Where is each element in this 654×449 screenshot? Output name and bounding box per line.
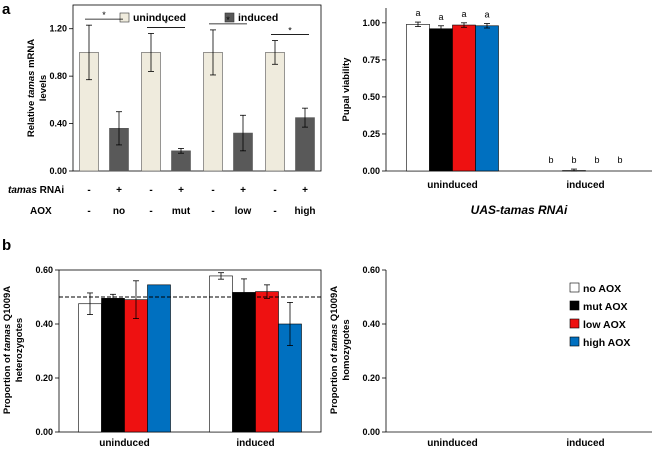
row-value: - [87, 185, 90, 196]
significance-letter: a [461, 9, 466, 19]
significance-star: * [288, 26, 292, 36]
significance-letter: b [617, 155, 622, 165]
legend-label: mut AOX [583, 301, 628, 313]
row-value: high [294, 206, 315, 217]
plot-frame [58, 269, 322, 433]
y-tick-label: 0.80 [49, 71, 67, 81]
legend-swatch [569, 318, 580, 329]
row-value: - [211, 206, 214, 217]
y-tick-label: 0.00 [362, 427, 380, 437]
y-tick-label: 0.20 [35, 373, 53, 383]
chart-b-right: 0.00 0.20 0.40 0.60 Proportion of tamas Q100… [329, 265, 652, 449]
y-tick-label: 1.00 [362, 18, 380, 28]
legend-label: high AOX [583, 337, 630, 349]
significance-star: * [226, 15, 230, 25]
bar-mut-aox [101, 298, 125, 433]
legend-label: no AOX [583, 283, 621, 295]
row-value: + [302, 185, 308, 196]
row-value: + [116, 185, 122, 196]
bar-mut-aox [429, 28, 453, 172]
bar-low-aox [255, 291, 279, 433]
y-tick-label: 0.60 [362, 265, 380, 275]
legend-swatch [569, 282, 580, 293]
significance-letter: b [571, 155, 576, 165]
x-category-label: induced [566, 180, 604, 191]
panel-label-a: a [2, 1, 11, 18]
legend-label: induced [238, 12, 278, 24]
bar-high-aox [475, 25, 499, 172]
significance-letter: a [484, 10, 489, 20]
bar-low-aox [124, 299, 148, 433]
y-tick-label: 0.00 [49, 166, 67, 176]
bar-low-aox [452, 24, 476, 172]
x-category-label: induced [566, 438, 604, 449]
y-tick-label: 0.00 [362, 166, 380, 176]
row-value: - [273, 185, 276, 196]
row-value: + [178, 185, 184, 196]
bar-induced [171, 150, 191, 172]
y-axis-label-line2: heterozygotes [14, 318, 25, 382]
row-value: - [273, 206, 276, 217]
x-category-label: uninduced [99, 438, 150, 449]
significance-letter: b [548, 155, 553, 165]
plot-frame [72, 4, 322, 172]
legend-swatch [569, 336, 580, 347]
y-tick-label: 0.75 [362, 55, 380, 65]
y-axis-label-line1: Proportion of tamas Q1009A [2, 286, 13, 414]
chart-a-left: 0.00 0.40 0.80 1.20 Relative tamas mRNAlevel… [8, 4, 322, 217]
row-value: - [149, 206, 152, 217]
row-value: + [240, 185, 246, 196]
legend-swatch [119, 12, 130, 23]
y-axis-label-line1: Relative tamas mRNA [26, 39, 37, 137]
significance-star: * [102, 10, 106, 20]
row-value: no [113, 206, 125, 217]
y-tick-label: 0.40 [362, 319, 380, 329]
y-axis-label-line2: homozygotes [341, 319, 352, 380]
row-value: low [235, 206, 252, 217]
chart-b-left: 0.00 0.20 0.40 0.60 Proportion of tamas Q100… [2, 265, 322, 449]
legend-label: low AOX [583, 319, 626, 331]
row-value: - [211, 185, 214, 196]
row-value: - [87, 206, 90, 217]
y-axis-label-line2: levels [38, 75, 49, 101]
y-axis-label-line1: Proportion of tamas Q1009A [329, 286, 340, 414]
row-value: mut [172, 206, 191, 217]
significance-letter: a [415, 8, 420, 18]
legend-swatch [569, 300, 580, 311]
y-tick-label: 0.20 [362, 373, 380, 383]
significance-letter: a [438, 12, 443, 22]
significance-star: * [164, 18, 168, 28]
bar-mut-aox [232, 292, 256, 433]
y-axis-label: Pupal viability [341, 57, 352, 122]
x-category-label: induced [236, 438, 274, 449]
legend-label: uninduced [133, 12, 186, 24]
chart-a-right: 0.00 0.25 0.50 0.75 1.00 Pupal viability unind… [341, 8, 652, 217]
y-tick-label: 0.40 [49, 119, 67, 129]
y-tick-label: 0.25 [362, 129, 380, 139]
bar-uninduced [265, 52, 285, 172]
y-tick-label: 0.60 [35, 265, 53, 275]
row-label-aox: AOX [30, 206, 52, 217]
bar-no-aox [406, 23, 430, 172]
bar-no-aox [78, 303, 102, 433]
significance-letter: b [594, 155, 599, 165]
y-tick-label: 1.20 [49, 24, 67, 34]
chart-title: UAS-tamas RNAi [471, 203, 568, 217]
legend-swatch [224, 12, 235, 23]
y-tick-label: 0.00 [35, 427, 53, 437]
panel-label-b: b [2, 237, 11, 254]
y-tick-label: 0.50 [362, 92, 380, 102]
x-category-label: uninduced [427, 180, 478, 191]
row-value: - [149, 185, 152, 196]
bar-high-aox [147, 284, 171, 433]
bar-no-aox [209, 275, 233, 433]
x-category-label: uninduced [427, 438, 478, 449]
y-tick-label: 0.40 [35, 319, 53, 329]
row-label-rnai: tamas RNAi [8, 185, 64, 196]
